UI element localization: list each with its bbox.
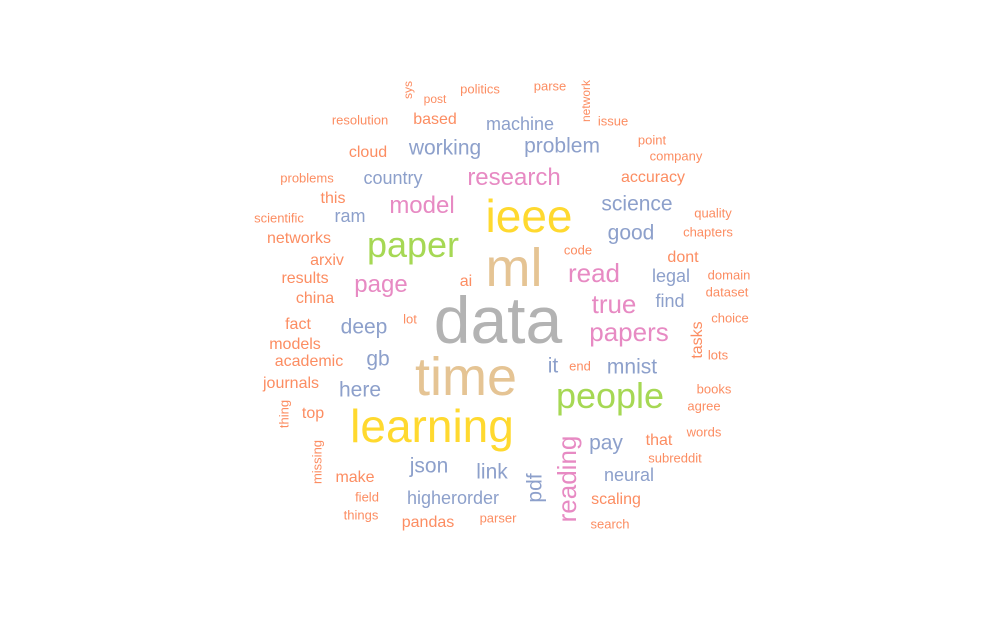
- word-pandas: pandas: [401, 514, 455, 531]
- word-point: point: [637, 132, 667, 148]
- word-parser: parser: [479, 510, 517, 526]
- word-this: this: [320, 190, 346, 207]
- word-politics: politics: [460, 81, 500, 97]
- word-neural: neural: [603, 465, 655, 485]
- word-cloud: cloud: [348, 144, 388, 161]
- word-scaling: scaling: [591, 491, 641, 508]
- word-field: field: [355, 489, 379, 505]
- word-china: china: [295, 290, 335, 307]
- word-gb: gb: [366, 347, 390, 371]
- word-fact: fact: [285, 316, 311, 333]
- word-legal: legal: [651, 266, 691, 286]
- word-resolution: resolution: [331, 112, 389, 128]
- word-deep: deep: [340, 315, 388, 339]
- word-good: good: [607, 221, 655, 245]
- word-time: time: [414, 347, 518, 407]
- word-page: page: [354, 271, 408, 298]
- word-true: true: [591, 289, 637, 319]
- word-model: model: [389, 192, 455, 219]
- word-science: science: [601, 192, 673, 216]
- word-dont: dont: [667, 249, 699, 266]
- word-code: code: [563, 242, 593, 258]
- word-arxiv: arxiv: [310, 252, 344, 269]
- word-chapters: chapters: [683, 224, 733, 240]
- word-ieee: ieee: [485, 190, 573, 242]
- word-scientific: scientific: [254, 210, 304, 226]
- word-lots: lots: [707, 347, 729, 363]
- word-data: data: [433, 283, 563, 357]
- word-accuracy: accuracy: [620, 169, 686, 186]
- word-journals: journals: [262, 375, 320, 392]
- word-higherorder: higherorder: [406, 488, 500, 508]
- word-find: find: [655, 291, 685, 311]
- word-models: models: [269, 336, 321, 353]
- word-based: based: [413, 111, 457, 128]
- word-machine: machine: [485, 114, 555, 134]
- word-ml: ml: [485, 238, 543, 298]
- word-problems: problems: [280, 170, 334, 186]
- word-subreddit: subreddit: [648, 450, 702, 466]
- word-that: that: [645, 432, 673, 449]
- word-mnist: mnist: [606, 355, 658, 379]
- word-search: search: [590, 516, 630, 532]
- word-books: books: [696, 381, 732, 397]
- word-domain: domain: [707, 267, 751, 283]
- word-choice: choice: [711, 310, 749, 326]
- word-missing: missing: [309, 439, 325, 485]
- word-end: end: [569, 358, 591, 374]
- word-things: things: [343, 507, 379, 523]
- word-ram: ram: [334, 206, 366, 226]
- word-here: here: [338, 378, 382, 402]
- word-working: working: [408, 136, 482, 160]
- word-it: it: [547, 354, 559, 378]
- word-make: make: [335, 469, 375, 486]
- word-agree: agree: [687, 398, 721, 414]
- word-people: people: [555, 375, 665, 416]
- word-thing: thing: [276, 399, 292, 429]
- word-papers: papers: [589, 317, 669, 347]
- word-dataset: dataset: [705, 284, 749, 300]
- word-pay: pay: [589, 431, 623, 455]
- word-paper: paper: [366, 224, 460, 265]
- word-reading: reading: [552, 435, 582, 523]
- word-learning: learning: [350, 400, 514, 452]
- word-quality: quality: [694, 205, 732, 221]
- word-json: json: [409, 454, 449, 478]
- word-issue: issue: [597, 113, 629, 129]
- word-networks: networks: [266, 230, 332, 247]
- word-research: research: [467, 164, 561, 191]
- word-read: read: [567, 258, 621, 288]
- word-problem: problem: [524, 134, 600, 158]
- word-sys: sys: [401, 81, 415, 99]
- word-top: top: [301, 405, 325, 422]
- word-lot: lot: [403, 311, 417, 327]
- word-tasks: tasks: [689, 321, 706, 359]
- word-ai: ai: [459, 273, 473, 290]
- word-company: company: [649, 148, 703, 164]
- word-link: link: [476, 460, 508, 484]
- word-words: words: [686, 424, 722, 440]
- word-pdf: pdf: [523, 473, 547, 503]
- word-country: country: [363, 168, 423, 188]
- word-results: results: [281, 270, 329, 287]
- word-academic: academic: [274, 353, 344, 370]
- word-network: network: [579, 79, 593, 123]
- word-parse: parse: [533, 78, 567, 94]
- word-post: post: [423, 92, 447, 106]
